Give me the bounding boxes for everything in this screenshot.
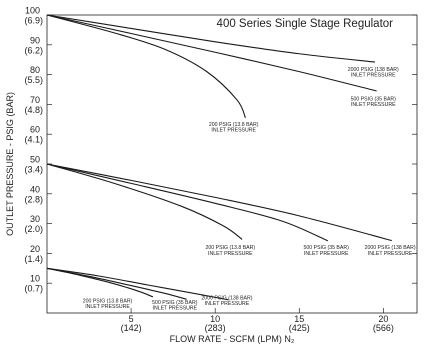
x-tick-label-0: 5: [129, 314, 134, 324]
y-tick-sublabel-5: (4.1): [24, 135, 43, 145]
curve-label-4: 500 PSIG (35 BAR) INLET PRESSURE: [304, 245, 350, 257]
y-tick-sublabel-9: (6.9): [24, 16, 43, 26]
series-line-7: [46, 267, 187, 300]
y-tick-label-7: 80: [30, 65, 40, 75]
y-tick-label-9: 100: [25, 6, 40, 16]
y-axis: 10(0.7)20(1.4)30(2.0)40(2.8)50(3.4)60(4.…: [24, 6, 417, 294]
y-tick-sublabel-4: (3.4): [24, 165, 43, 175]
curve-label-7: 500 PSIG (35 BAR) INLET PRESSURE: [152, 300, 198, 312]
series-line-1: [46, 14, 377, 92]
y-tick-sublabel-2: (2.0): [24, 224, 43, 234]
y-tick-label-1: 20: [30, 244, 40, 254]
series-line-8: [46, 267, 154, 298]
series-layer: [46, 14, 392, 301]
plot-frame: [46, 14, 418, 314]
y-tick-label-4: 50: [30, 155, 40, 165]
series-line-0: [46, 14, 376, 63]
y-tick-sublabel-0: (0.7): [24, 284, 43, 294]
x-tick-sublabel-0: (142): [121, 323, 142, 333]
y-tick-sublabel-6: (4.8): [24, 105, 43, 115]
x-axis: 5(142) 10(283) 15(425) 20(566): [121, 308, 394, 333]
series-line-3: [46, 163, 392, 242]
curve-label-0: 2000 PSIG (138 BAR) INLET PRESSURE: [348, 67, 399, 79]
x-tick-sublabel-3: (566): [373, 323, 394, 333]
y-tick-sublabel-8: (6.2): [24, 45, 43, 55]
curve-label-5: 200 PSIG (13.8 BAR) INLET PRESSURE: [206, 245, 256, 257]
curve-label-3: 2000 PSIG (138 BAR) INLET PRESSURE: [365, 245, 416, 257]
y-tick-sublabel-7: (5.5): [24, 75, 43, 85]
y-tick-label-6: 70: [30, 95, 40, 105]
series-line-6: [46, 267, 229, 301]
series-line-2: [46, 14, 246, 119]
curve-label-2: 200 PSIG (13.8 BAR) INLET PRESSURE: [209, 122, 259, 134]
curve-label-6: 2000 PSIG (138 BAR) INLET PRESSURE: [201, 295, 252, 307]
x-tick-sublabel-2: (425): [289, 323, 310, 333]
x-tick-label-2: 15: [294, 314, 304, 324]
y-tick-label-5: 60: [30, 125, 40, 135]
x-axis-title: FLOW RATE - SCFM (LPM) N₂: [170, 334, 295, 344]
x-tick-label-1: 10: [210, 314, 220, 324]
y-tick-sublabel-3: (2.8): [24, 194, 43, 204]
curve-label-1: 500 PSIG (35 BAR) INLET PRESSURE: [351, 97, 397, 109]
x-tick-sublabel-1: (283): [205, 323, 226, 333]
series-line-4: [46, 163, 329, 242]
y-tick-label-0: 10: [30, 274, 40, 284]
curve-label-8: 200 PSIG (13.8 BAR) INLET PRESSURE: [83, 298, 133, 310]
y-tick-label-8: 90: [30, 35, 40, 45]
y-tick-label-3: 40: [30, 184, 40, 194]
y-tick-label-2: 30: [30, 214, 40, 224]
x-tick-label-3: 20: [378, 314, 388, 324]
chart-title: 400 Series Single Stage Regulator: [217, 18, 394, 30]
y-tick-sublabel-1: (1.4): [24, 254, 43, 264]
series-line-5: [46, 163, 243, 240]
y-axis-title: OUTLET PRESSURE - PSIG (BAR): [5, 92, 15, 236]
